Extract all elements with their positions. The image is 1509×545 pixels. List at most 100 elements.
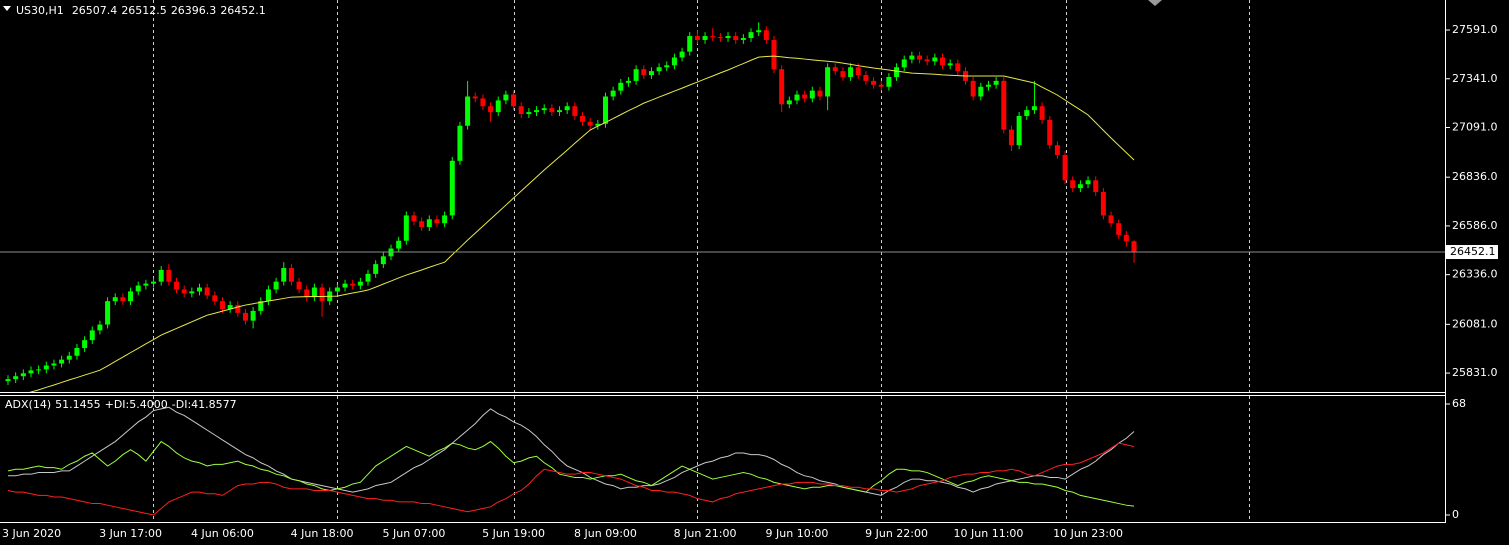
candle-body <box>580 115 585 122</box>
candle-body <box>786 100 792 105</box>
candle-body <box>5 379 11 382</box>
candle-body <box>174 281 180 290</box>
candle-body <box>411 215 417 222</box>
candle-body <box>526 112 532 115</box>
x-tick-label: 9 Jun 10:00 <box>766 527 829 540</box>
high-value: 26512.5 <box>121 4 167 17</box>
candle-body <box>419 221 425 228</box>
candle-body <box>679 51 685 58</box>
moving-average <box>29 55 1135 392</box>
candle-body <box>97 324 103 331</box>
candle-body <box>51 363 57 366</box>
last-price-box <box>1446 245 1498 260</box>
candle-body <box>940 57 946 66</box>
candle-body <box>725 36 731 39</box>
candle-body <box>511 94 517 107</box>
candle-body <box>235 305 241 313</box>
candle-body <box>442 215 448 224</box>
candle-body <box>1070 180 1076 189</box>
candle-body <box>258 301 264 311</box>
candle-body <box>472 96 478 99</box>
candle-body <box>687 36 693 52</box>
menu-arrow[interactable] <box>3 6 11 11</box>
candle-body <box>28 370 34 374</box>
candle-body <box>227 305 233 309</box>
open-value: 26507.4 <box>72 4 118 17</box>
candle-body <box>288 268 294 282</box>
candle-body <box>1116 223 1122 235</box>
candle-body <box>671 57 677 66</box>
indicator-line <box>8 406 1135 496</box>
candle-body <box>710 36 716 38</box>
candle-body <box>296 281 302 290</box>
candle-body <box>932 57 938 62</box>
candle-body <box>809 90 815 99</box>
candle-body <box>265 289 271 302</box>
indicator-line <box>7 440 1135 507</box>
candle-body <box>748 32 754 39</box>
candle-body <box>817 90 823 97</box>
candle-body <box>641 69 647 76</box>
candle-body <box>304 289 310 298</box>
candle-body <box>557 110 563 113</box>
candle-body <box>13 376 19 380</box>
candle-body <box>947 63 953 66</box>
candle-body <box>342 283 348 288</box>
candle-body <box>311 287 317 298</box>
indicator-line <box>7 442 1135 516</box>
candle-body <box>135 285 141 292</box>
candle-body <box>618 82 624 91</box>
candle-body <box>1031 106 1037 111</box>
candle-body <box>1123 234 1129 242</box>
candle-body <box>426 219 432 228</box>
candle-body <box>503 94 509 101</box>
candle-body <box>1024 110 1030 116</box>
candle-body <box>832 67 838 72</box>
candle-body <box>871 80 877 85</box>
candle-body <box>151 281 157 284</box>
candle-body <box>212 295 218 302</box>
x-tick-label: 4 Jun 06:00 <box>191 527 254 540</box>
candle-body <box>105 301 111 325</box>
candle-body <box>955 63 961 72</box>
candle-body <box>541 108 547 111</box>
candle-body <box>365 273 371 282</box>
candle-body <box>1054 145 1060 155</box>
grid <box>153 0 1250 522</box>
x-tick-label: 10 Jun 23:00 <box>1053 527 1123 540</box>
candle-body <box>242 312 248 321</box>
indicator-name: ADX(14) <box>5 398 51 411</box>
last-price-label: 26452.1 <box>1450 245 1496 258</box>
close-value: 26452.1 <box>220 4 266 17</box>
x-tick-label: 5 Jun 07:00 <box>383 527 446 540</box>
candle-body <box>648 71 654 76</box>
candle-body <box>664 65 670 68</box>
candle-body <box>350 283 356 286</box>
candle-body <box>549 108 555 113</box>
candle-body <box>848 67 854 77</box>
candle-body <box>143 283 149 286</box>
candle-body <box>534 110 540 113</box>
candle-body <box>694 36 700 40</box>
candle-body <box>733 36 739 40</box>
y-tick-label: 68 <box>1452 397 1466 410</box>
candle-body <box>855 67 861 76</box>
candle-body <box>595 123 601 126</box>
candle-body <box>1100 192 1106 216</box>
candle-body <box>886 76 892 87</box>
candle-body <box>281 268 287 282</box>
candle-body <box>434 219 440 224</box>
adx-panel <box>7 406 1135 516</box>
candle-body <box>917 55 923 60</box>
candle-body <box>89 330 95 341</box>
candle-body <box>181 289 187 294</box>
candle-body <box>518 106 524 115</box>
candle-body <box>763 30 769 40</box>
y-tick-label: 27591.0 <box>1452 23 1498 36</box>
candle-body <box>572 106 578 116</box>
shift-marker[interactable] <box>1148 0 1162 6</box>
candle-body <box>36 369 42 371</box>
x-tick-label: 4 Jun 18:00 <box>291 527 354 540</box>
x-tick-label: 3 Jun 17:00 <box>99 527 162 540</box>
